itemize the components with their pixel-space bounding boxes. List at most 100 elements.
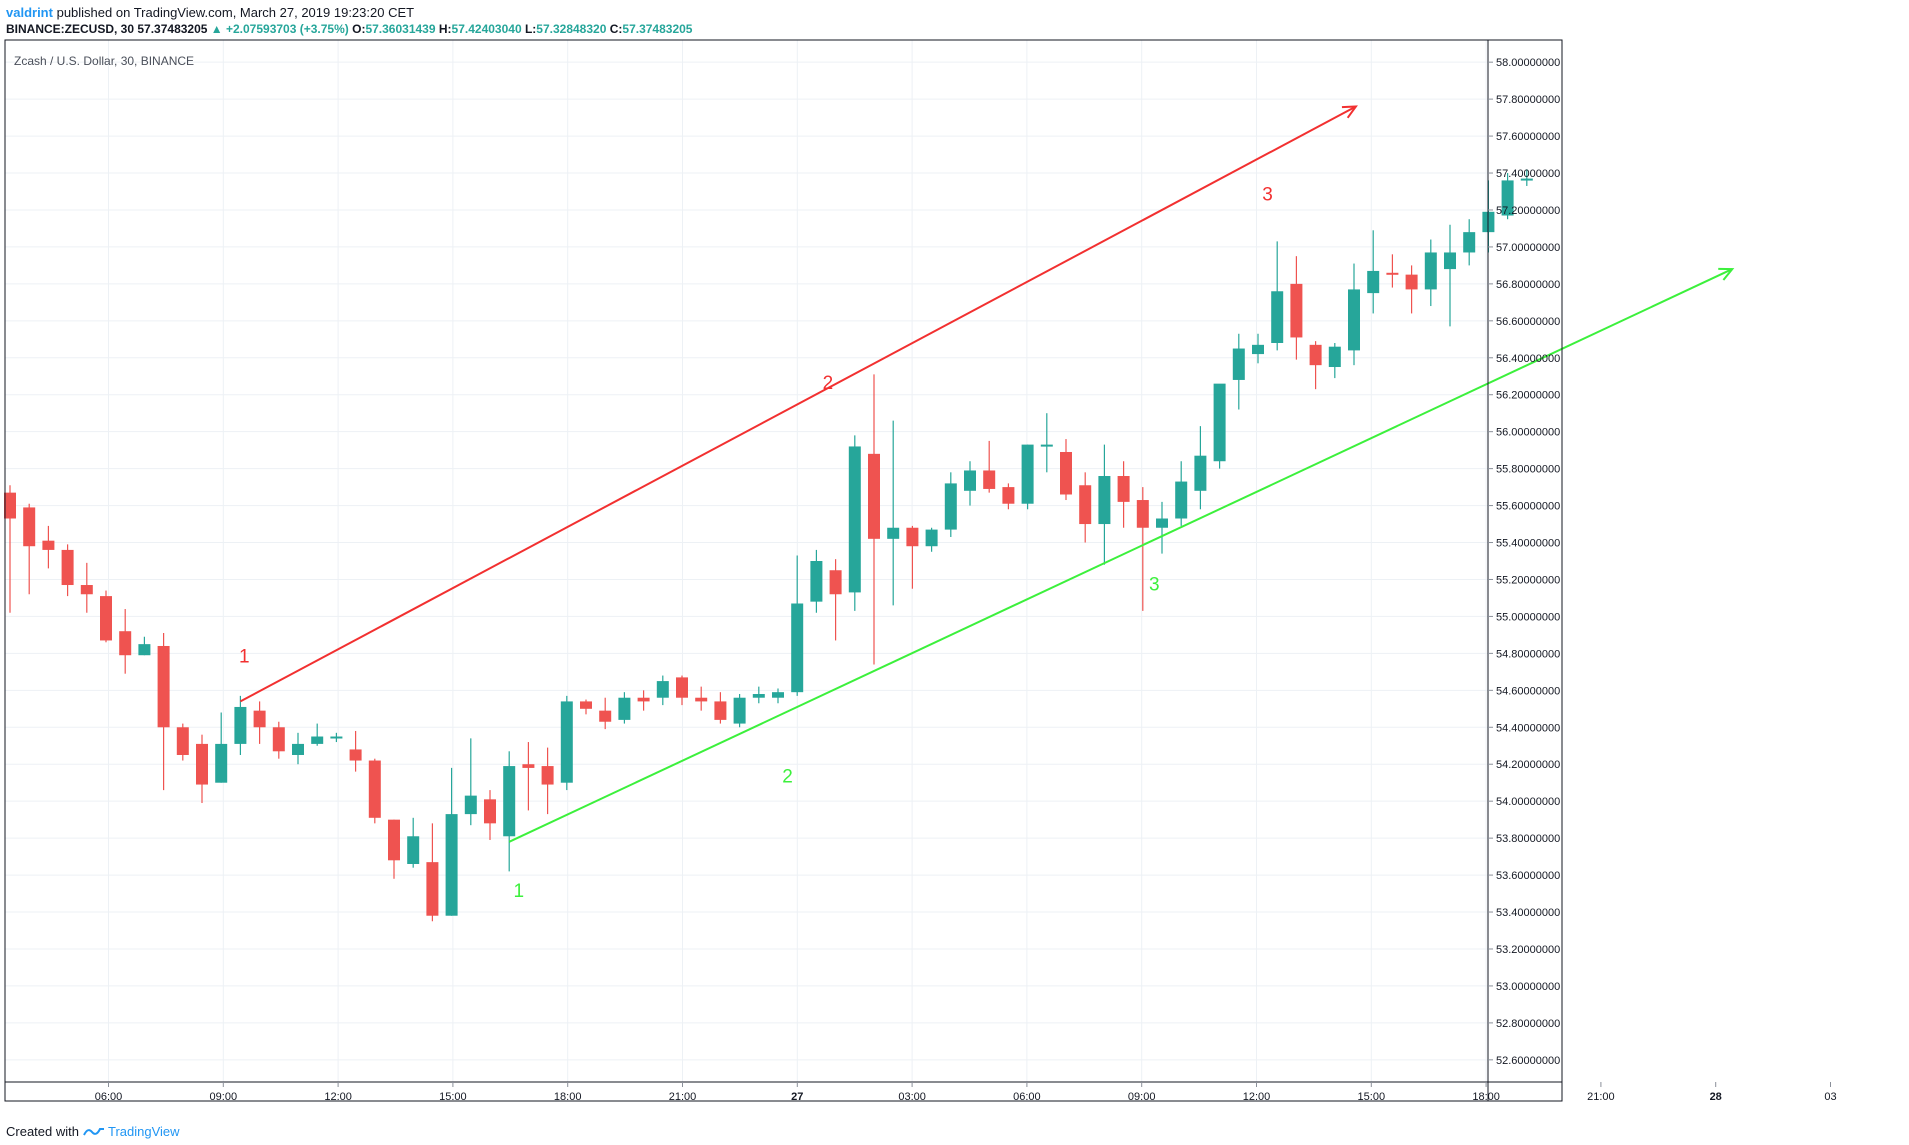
publish-header: valdrint published on TradingView.com, M…: [6, 4, 414, 22]
candle-body: [868, 453, 880, 539]
candle-body: [906, 527, 919, 547]
x-tick-label: 21:00: [1587, 1091, 1615, 1103]
candle: [1290, 256, 1303, 360]
candle-body: [599, 710, 612, 722]
candle: [848, 435, 861, 611]
candle: [272, 721, 285, 759]
candle-body: [330, 736, 343, 739]
x-tick-label: 18:00: [1472, 1091, 1500, 1103]
chart-frame: [4, 39, 1563, 1102]
y-tick-label: 57.80000000: [1496, 94, 1560, 106]
candle-body: [1501, 180, 1514, 216]
x-tick-label: 12:00: [1243, 1091, 1271, 1103]
candle: [292, 732, 304, 765]
candle-body: [23, 507, 36, 547]
candle-body: [503, 766, 516, 837]
candle: [503, 751, 516, 872]
candle-body: [368, 760, 381, 818]
candle-body: [388, 819, 400, 861]
candle-body: [42, 540, 55, 550]
candle: [1501, 173, 1514, 220]
candle-body: [1232, 348, 1245, 380]
time-axis: 06:00 09:00 12:00 15:00 18:00 21:00 27 03:00 06:…: [95, 1082, 1837, 1103]
candle: [1136, 487, 1149, 611]
candle-body: [61, 549, 74, 586]
author-link[interactable]: valdrint: [6, 5, 53, 20]
y-tick-label: 56.20000000: [1496, 390, 1560, 402]
candle-body: [1079, 485, 1092, 525]
candle: [484, 790, 496, 840]
candle-body: [560, 701, 573, 783]
open-label: O:: [352, 22, 366, 36]
y-tick-label: 52.80000000: [1496, 1018, 1560, 1030]
y-tick-label: 54.60000000: [1496, 685, 1560, 697]
candle-body: [1424, 252, 1437, 290]
candle-body: [733, 697, 746, 724]
candle: [906, 525, 919, 589]
candle-body: [925, 529, 938, 547]
candle-body: [772, 692, 784, 698]
candle-body: [1175, 481, 1188, 519]
candle-body: [1213, 383, 1226, 462]
high-value: 57.42403040: [451, 22, 522, 36]
footer-brand[interactable]: TradingView: [108, 1124, 180, 1139]
candle-body: [1252, 344, 1264, 355]
candle-body: [138, 644, 151, 656]
candle: [1271, 241, 1284, 351]
candle: [752, 686, 765, 704]
candle: [100, 590, 112, 643]
candle-body: [464, 795, 477, 815]
candle-body: [253, 710, 266, 728]
candle: [407, 817, 420, 868]
candle: [983, 440, 996, 493]
y-tick-label: 55.20000000: [1496, 574, 1560, 586]
candle: [1520, 169, 1533, 186]
candle-body: [541, 766, 554, 785]
candle: [810, 549, 823, 613]
candle-body: [349, 749, 362, 761]
candle-body: [196, 743, 208, 785]
wave-label: 3: [1262, 185, 1273, 206]
candle-body: [656, 681, 669, 698]
x-tick-label: 09:00: [1128, 1091, 1156, 1103]
candle: [388, 819, 400, 879]
red-trendline: [239, 105, 1357, 703]
candle: [1367, 230, 1380, 314]
candle: [656, 675, 669, 706]
candle: [1463, 219, 1476, 266]
candle: [80, 562, 93, 613]
x-tick-label: 06:00: [1013, 1091, 1041, 1103]
candle-body: [1520, 178, 1533, 181]
candle-body: [1348, 289, 1360, 351]
candle: [1156, 501, 1168, 554]
candle: [1386, 254, 1399, 288]
y-tick-label: 55.40000000: [1496, 538, 1560, 550]
candle-body: [637, 697, 650, 702]
candle-body: [964, 470, 976, 491]
candles-layer: [4, 169, 1533, 922]
candle: [311, 723, 324, 746]
candle: [4, 485, 16, 613]
candle: [176, 723, 189, 761]
candle-body: [80, 585, 93, 595]
candle-body: [810, 561, 823, 602]
candle-body: [311, 736, 324, 744]
candle: [196, 734, 208, 804]
candle-body: [100, 596, 112, 641]
candle: [349, 730, 362, 772]
wave-label: 1: [239, 647, 250, 668]
candle: [829, 559, 842, 641]
y-tick-label: 57.60000000: [1496, 131, 1560, 143]
candle-body: [983, 470, 996, 489]
candle: [599, 697, 612, 730]
candle-body: [1098, 476, 1111, 525]
candle: [1040, 413, 1053, 473]
candle-body: [272, 727, 285, 752]
wave-label: 3: [1149, 575, 1160, 596]
candle: [445, 767, 458, 916]
candle: [733, 694, 746, 728]
y-tick-label: 56.40000000: [1496, 353, 1560, 365]
candle-body: [1444, 252, 1456, 270]
candle-body: [714, 701, 727, 720]
